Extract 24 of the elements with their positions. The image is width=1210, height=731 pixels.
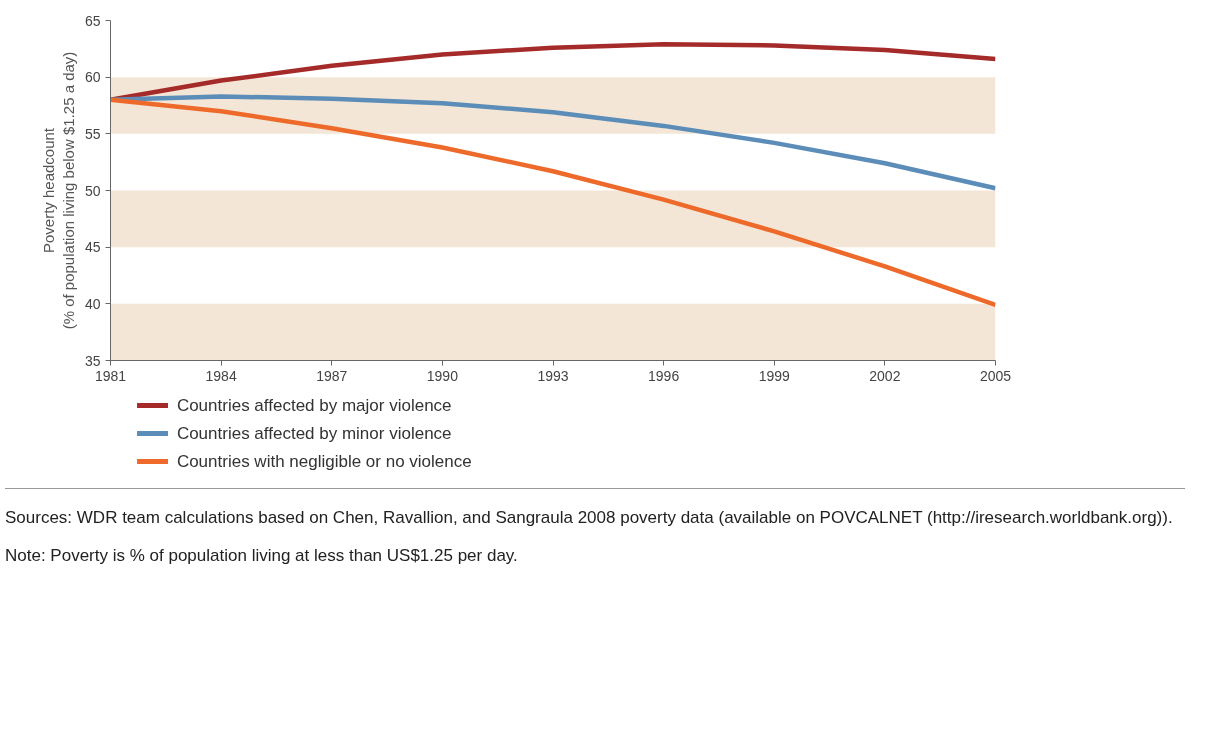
x-tick-label: 1996 — [648, 367, 680, 384]
y-tick-label: 65 — [84, 12, 101, 29]
x-tick-label: 1990 — [426, 367, 459, 384]
y-tick-label: 55 — [84, 125, 101, 142]
x-tick-label: 2005 — [979, 367, 1012, 384]
legend-label: Countries affected by major violence — [176, 396, 452, 415]
x-tick-label: 1987 — [316, 367, 348, 384]
x-tick-label: 1984 — [205, 367, 237, 384]
x-tick-label: 1999 — [758, 367, 791, 384]
x-tick-label: 2002 — [869, 367, 901, 384]
y-tick-label: 45 — [84, 239, 101, 256]
y-tick-label: 50 — [84, 182, 101, 199]
text: Note: Poverty is % of population living at less than US$1.25 per day. — [5, 545, 518, 568]
legend-label: Countries affected by minor violence — [176, 424, 452, 443]
y-tick-label: 60 — [84, 69, 101, 86]
y-tick-label: 35 — [84, 352, 101, 369]
x-tick-label: 1981 — [94, 367, 127, 384]
x-tick-label: 1993 — [537, 367, 569, 384]
y-axis-title: Poverty headcount (% of population living below $1.25 a day) — [39, 51, 77, 330]
legend-label: Countries with negligible or no violence — [176, 452, 472, 471]
line-series — [110, 94, 996, 191]
line-series — [110, 97, 996, 308]
source-note: Sources: WDR team calculations based on Chen, Ravallion, and Sangraula 2008 poverty data (available on POVCALNET (http://iresearch.worldbank.org)). — [5, 507, 1173, 529]
y-tick-label: 40 — [84, 295, 101, 312]
